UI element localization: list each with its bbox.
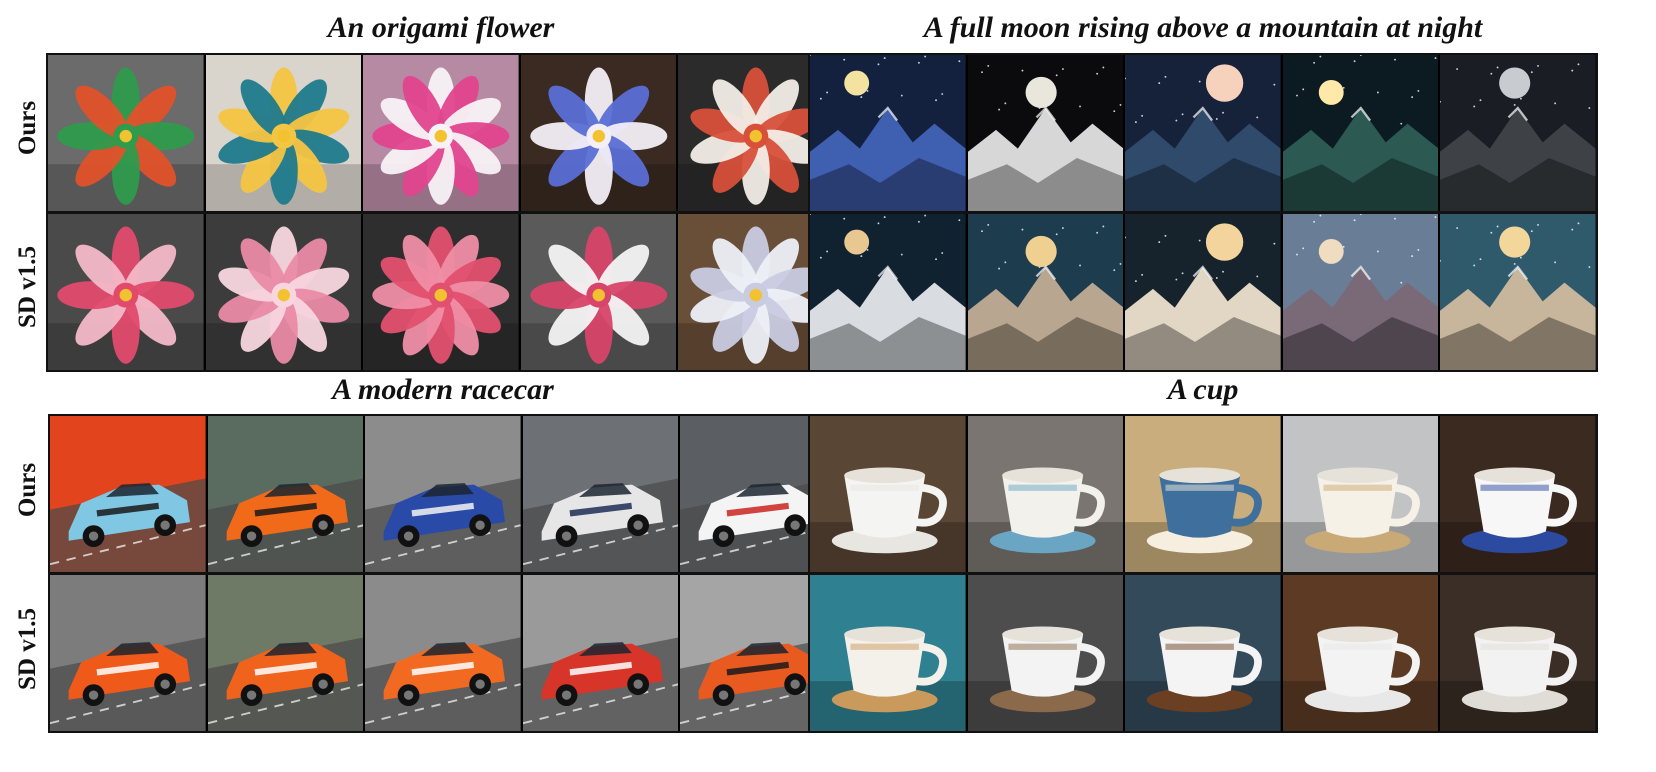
- cup-image-ours-2: [967, 416, 1124, 572]
- moon-image-ours-2: [967, 55, 1124, 211]
- panel-title: An origami flower: [327, 11, 555, 44]
- flower-image-baseline-1: [48, 214, 204, 370]
- car-image-baseline-1: [50, 575, 206, 731]
- moon-image-ours-1: [810, 55, 966, 211]
- cup-image-baseline-2: [967, 575, 1124, 731]
- sd-image-row: [808, 212, 1598, 372]
- flower-image-ours-1: [48, 55, 204, 211]
- cup-image-baseline-5: [1440, 575, 1596, 731]
- moon-image-baseline-2: [967, 214, 1124, 370]
- car-image-baseline-3: [365, 575, 521, 731]
- car-image-ours-4: [522, 416, 679, 572]
- sd-image-row: [808, 573, 1598, 733]
- car-image-ours-2: [207, 416, 364, 572]
- flower-image-ours-4: [520, 55, 677, 211]
- ours-image-row: [808, 414, 1598, 574]
- moon-image-baseline-4: [1282, 214, 1439, 370]
- cup-image-ours-1: [810, 416, 966, 572]
- moon-image-baseline-5: [1440, 214, 1596, 370]
- moon-image-baseline-3: [1125, 214, 1281, 370]
- moon-image-ours-4: [1282, 55, 1439, 211]
- car-image-baseline-5: [680, 575, 836, 731]
- car-image-baseline-4: [522, 575, 679, 731]
- panel-title: A modern racecar: [332, 373, 554, 406]
- row-label-ours-bottom: Ours: [14, 462, 41, 518]
- cup-image-ours-4: [1282, 416, 1439, 572]
- cup-image-ours-3: [1125, 416, 1281, 572]
- car-image-ours-1: [50, 416, 206, 572]
- ours-image-row: [808, 53, 1598, 213]
- row-label-sd-bottom: SD v1.5: [14, 608, 41, 690]
- cup-image-baseline-1: [810, 575, 966, 731]
- panel-origami-flower: An origami flower: [46, 10, 836, 372]
- panel-title: A full moon rising above a mountain at n…: [923, 11, 1483, 44]
- flower-image-ours-2: [205, 55, 362, 211]
- row-label-sd-top: SD v1.5: [14, 246, 41, 328]
- cup-image-baseline-3: [1125, 575, 1281, 731]
- panel-title: A cup: [1167, 373, 1239, 406]
- sd-image-row: [48, 573, 838, 733]
- flower-image-ours-3: [363, 55, 519, 211]
- moon-image-baseline-1: [810, 214, 966, 370]
- panel-modern-racecar: A modern racecar: [48, 372, 838, 733]
- moon-image-ours-3: [1125, 55, 1281, 211]
- flower-image-baseline-4: [520, 214, 677, 370]
- panel-full-moon: A full moon rising above a mountain at n…: [808, 10, 1598, 372]
- cup-image-ours-5: [1440, 416, 1596, 572]
- flower-image-baseline-2: [205, 214, 362, 370]
- moon-image-ours-5: [1440, 55, 1596, 211]
- panel-cup: A cup: [808, 372, 1598, 733]
- car-image-ours-3: [365, 416, 521, 572]
- car-image-baseline-2: [207, 575, 364, 731]
- row-label-ours-top: Ours: [14, 100, 41, 156]
- sd-image-row: [46, 212, 836, 372]
- ours-image-row: [46, 53, 836, 213]
- flower-image-baseline-3: [363, 214, 519, 370]
- cup-image-baseline-4: [1282, 575, 1439, 731]
- ours-image-row: [48, 414, 838, 574]
